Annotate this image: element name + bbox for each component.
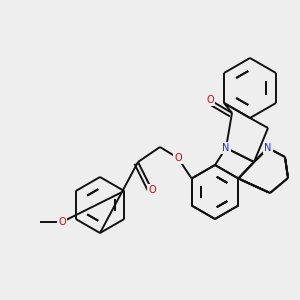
Text: O: O xyxy=(148,185,156,195)
Text: O: O xyxy=(206,95,214,105)
Text: O: O xyxy=(148,185,156,195)
Text: O: O xyxy=(174,153,182,163)
Text: O: O xyxy=(174,153,182,163)
Text: N: N xyxy=(222,143,230,153)
Text: N: N xyxy=(222,143,230,153)
Text: O: O xyxy=(58,217,66,227)
Text: O: O xyxy=(58,217,66,227)
Text: N: N xyxy=(264,143,272,153)
Text: N: N xyxy=(222,143,230,153)
Text: O: O xyxy=(206,95,214,105)
Text: N: N xyxy=(264,143,272,153)
